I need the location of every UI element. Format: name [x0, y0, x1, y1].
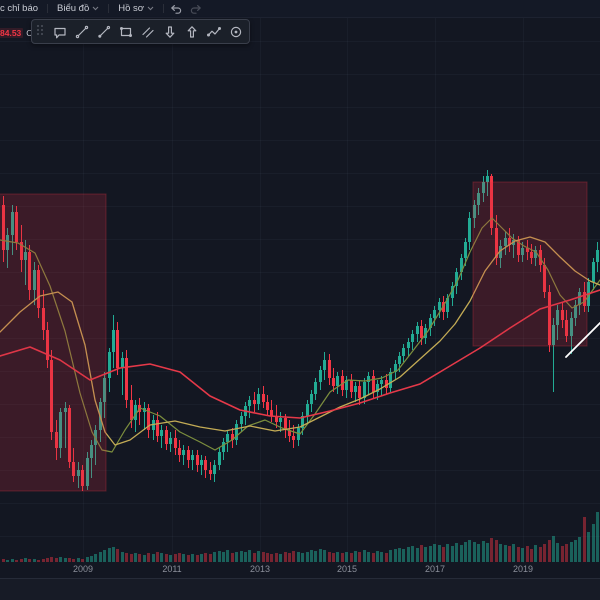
- menu-item-profile-label: Hồ sơ: [118, 3, 145, 14]
- arrow-line-tool-button[interactable]: [93, 22, 114, 41]
- redo-arrow-icon: [190, 4, 201, 14]
- toolbar-drag-handle[interactable]: [37, 24, 46, 39]
- highlight-box: [0, 193, 107, 492]
- menu-separator: [108, 4, 110, 13]
- highlight-box: [472, 181, 588, 347]
- undo-button[interactable]: [166, 0, 186, 17]
- zigzag-tool-button[interactable]: [203, 22, 224, 41]
- time-axis[interactable]: 2007200920112013201520172019: [0, 563, 600, 577]
- menu-separator: [47, 4, 49, 13]
- volume-bars: [2, 512, 599, 562]
- chevron-down-icon: [92, 6, 99, 11]
- bottom-toolbar-strip: [0, 578, 600, 600]
- rectangle-icon: [119, 26, 132, 37]
- ma-mid-khaki: [0, 236, 600, 446]
- moving-average-lines: [0, 217, 600, 453]
- highlight-box-drawings[interactable]: [0, 181, 588, 492]
- menu-item-indicators[interactable]: c chỉ báo: [0, 0, 45, 17]
- ma-slow-red: [0, 289, 600, 419]
- chart-grid: [0, 17, 600, 563]
- trend-line-tool-button[interactable]: [71, 22, 92, 41]
- arrow-down-icon: [165, 25, 174, 38]
- time-axis-label: 2019: [512, 564, 534, 574]
- callout-tool-button[interactable]: [49, 22, 70, 41]
- time-axis-label: 2009: [72, 564, 94, 574]
- ma-fast-olive: [0, 217, 600, 453]
- drawing-toolbar: [31, 19, 250, 44]
- symbol-legend: 84.53 C: [0, 28, 32, 38]
- last-price-value: 84.53: [0, 28, 24, 38]
- arrow-line-icon: [97, 25, 110, 38]
- rectangle-tool-button[interactable]: [115, 22, 136, 41]
- callout-icon: [53, 27, 66, 38]
- arrow-up-icon: [187, 25, 196, 38]
- menu-item-indicators-label: c chỉ báo: [0, 3, 39, 14]
- time-axis-label: 2011: [162, 564, 182, 574]
- menu-item-chart-label: Biểu đồ: [57, 3, 90, 14]
- top-menu-bar: c chỉ báo Biểu đồ Hồ sơ: [0, 0, 600, 18]
- parallel-channel-icon: [141, 26, 154, 38]
- white-trendline: [565, 322, 600, 358]
- arrow-up-tool-button[interactable]: [181, 22, 202, 41]
- menu-item-chart[interactable]: Biểu đồ: [50, 0, 106, 17]
- time-axis-label: 2013: [249, 564, 271, 574]
- menu-separator: [163, 4, 165, 13]
- time-axis-label: 2017: [424, 564, 446, 574]
- target-tool-button[interactable]: [225, 22, 246, 41]
- zigzag-icon: [206, 26, 221, 37]
- arrow-down-tool-button[interactable]: [159, 22, 180, 41]
- chevron-down-icon: [147, 6, 154, 11]
- close-marker: C: [26, 28, 33, 38]
- time-axis-label: 2015: [336, 564, 358, 574]
- undo-arrow-icon: [171, 4, 182, 14]
- parallel-channel-tool-button[interactable]: [137, 22, 158, 41]
- menu-item-profile[interactable]: Hồ sơ: [111, 0, 161, 17]
- candlestick-series: [2, 170, 599, 491]
- target-icon: [230, 26, 241, 37]
- trend-line-icon: [75, 25, 88, 38]
- redo-button[interactable]: [186, 0, 206, 17]
- trendline-drawing[interactable]: [565, 322, 600, 358]
